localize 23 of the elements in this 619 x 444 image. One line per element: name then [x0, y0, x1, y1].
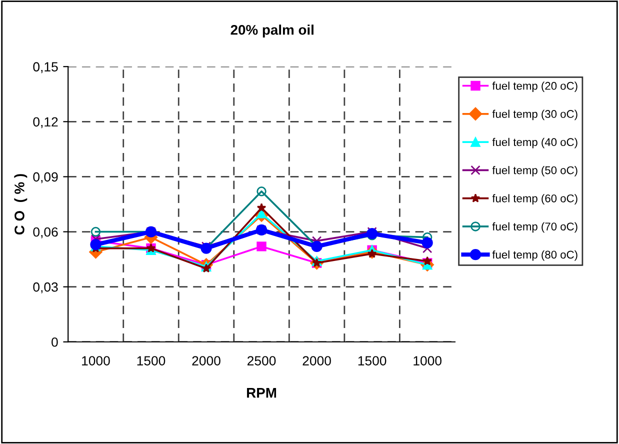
y-tick-label: 0,06 [33, 227, 58, 238]
x-tick-label: 2000 [192, 356, 220, 366]
y-axis-title: C O ( % ) [14, 174, 28, 235]
x-tick-label: 2500 [248, 356, 276, 366]
x-tick-label: 1000 [82, 356, 110, 366]
x-tick-label: 1500 [358, 356, 386, 366]
legend-label: fuel temp (30 oC) [492, 110, 578, 120]
x-axis-title: RPM [247, 388, 276, 398]
legend-label: fuel temp (20 oC) [492, 82, 578, 92]
y-tick-label: 0,12 [33, 117, 58, 128]
x-tick-label: 1500 [137, 356, 166, 366]
legend-label: fuel temp (40 oC) [492, 138, 578, 148]
x-tick-label: 1000 [414, 356, 442, 366]
y-tick-label: 0 [52, 337, 58, 347]
legend-label: fuel temp (70 oC) [492, 222, 578, 233]
chart-title: 20% palm oil [230, 24, 314, 38]
legend-label: fuel temp (60 oC) [492, 194, 578, 205]
legend-label: fuel temp (80 oC) [492, 250, 578, 261]
y-tick-label: 0,15 [33, 62, 58, 74]
y-tick-label: 0,03 [33, 282, 58, 294]
legend-label: fuel temp (50 oC) [492, 166, 578, 176]
x-tick-label: 2000 [302, 356, 331, 366]
y-tick-label: 0,09 [33, 172, 58, 184]
